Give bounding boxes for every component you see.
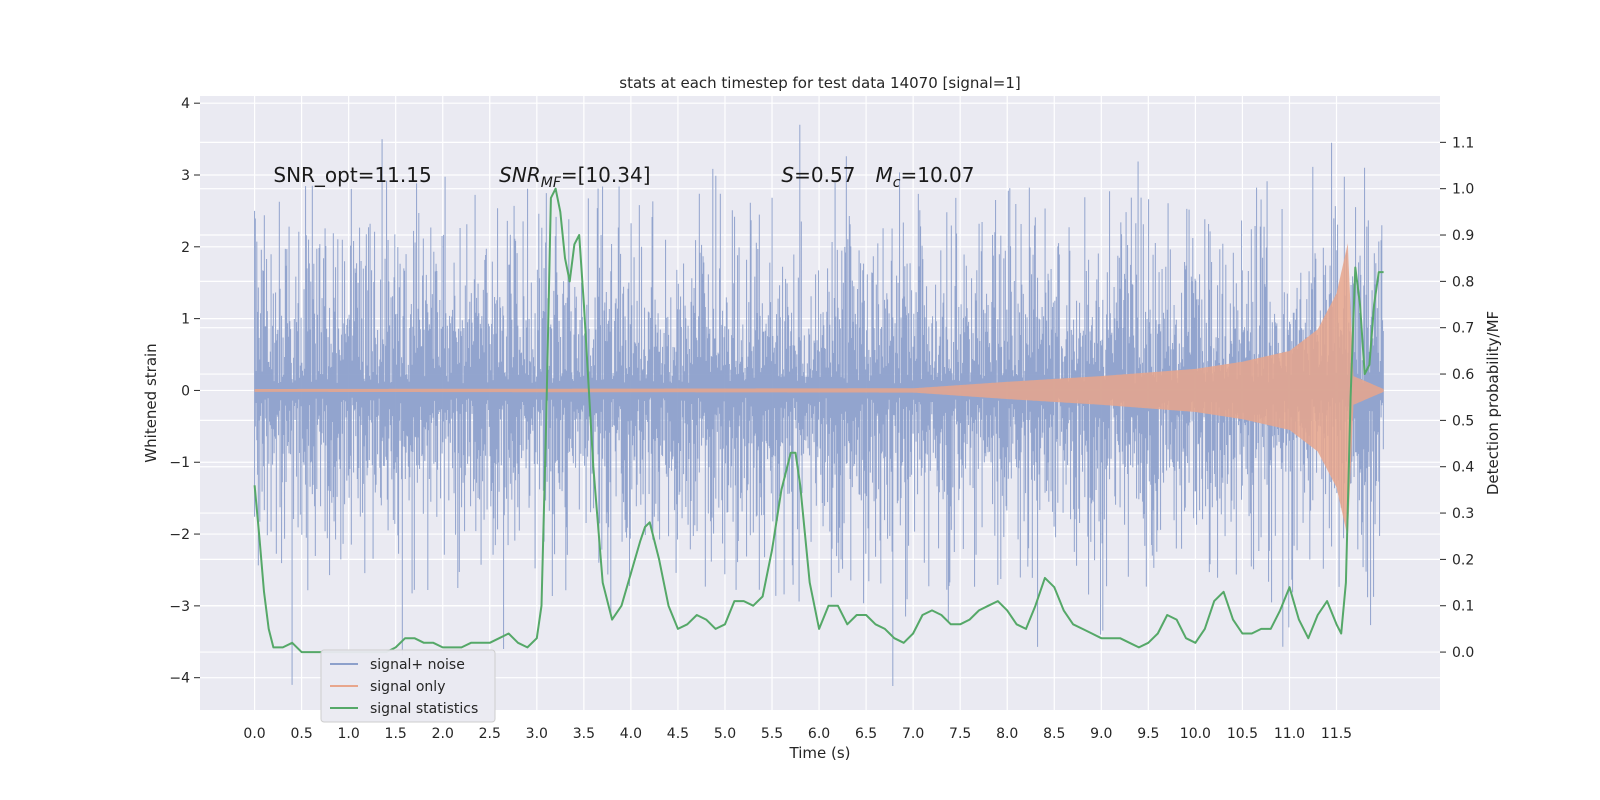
x-tick-label: 0.0 (243, 726, 265, 742)
right-y-tick-label: 0.2 (1452, 552, 1474, 568)
right-y-tick-label: 0.8 (1452, 274, 1474, 290)
right-y-tick-label: 1.1 (1452, 135, 1474, 151)
y-tick-label: −2 (169, 527, 190, 543)
x-tick-label: 4.0 (620, 726, 642, 742)
x-tick-label: 9.0 (1090, 726, 1112, 742)
signal-statistics-line (253, 187, 1384, 654)
right-y-tick-label: 0.7 (1452, 321, 1474, 337)
annotation-text: S=0.57 (781, 163, 855, 187)
legend: signal+ noise signal only signal statist… (320, 649, 496, 723)
x-tick-label: 6.5 (855, 726, 877, 742)
right-y-axis-label: Detection probability/MF (1484, 311, 1502, 495)
x-tick-label: 1.0 (338, 726, 360, 742)
x-tick-label: 6.0 (808, 726, 830, 742)
x-tick-label: 10.0 (1180, 726, 1211, 742)
right-y-axis-ticks: 0.0 0.1 0.2 0.3 0.4 0.5 0.6 0.7 0.8 0.9 1.0 1.1 (1440, 135, 1474, 661)
x-tick-label: 4.5 (667, 726, 689, 742)
y-axis-ticks: −4 −3 −2 −1 0 1 2 3 4 (169, 96, 200, 687)
y-tick-label: −1 (169, 455, 190, 471)
annotation-text: SNRMF=[10.34] (499, 163, 650, 191)
right-y-tick-label: 0.5 (1452, 413, 1474, 429)
x-tick-label: 11.5 (1321, 726, 1352, 742)
y-tick-label: 0 (181, 383, 190, 399)
x-tick-label: 7.5 (949, 726, 971, 742)
annotations: SNR_opt=11.15 SNRMF=[10.34] S=0.57 Mc=10.07 (273, 163, 974, 191)
right-y-tick-label: 0.1 (1452, 599, 1474, 615)
legend-label-signal-plus-noise: signal+ noise (370, 657, 465, 673)
x-tick-label: 8.5 (1043, 726, 1065, 742)
y-tick-label: −4 (169, 671, 190, 687)
right-y-tick-label: 0.6 (1452, 367, 1474, 383)
right-y-tick-label: 0.3 (1452, 506, 1474, 522)
right-y-tick-label: 0.4 (1452, 460, 1474, 476)
x-tick-label: 10.5 (1227, 726, 1258, 742)
legend-box (320, 649, 496, 723)
x-tick-label: 0.5 (290, 726, 312, 742)
x-axis-label: Time (s) (789, 744, 851, 762)
x-tick-label: 1.5 (385, 726, 407, 742)
y-tick-label: 4 (181, 96, 190, 112)
signal-only-series (254, 243, 1384, 538)
x-tick-label: 8.0 (996, 726, 1018, 742)
y-tick-label: −3 (169, 599, 190, 615)
right-y-tick-label: 1.0 (1452, 182, 1474, 198)
y-tick-label: 2 (181, 240, 190, 256)
chart-title: stats at each timestep for test data 140… (619, 74, 1020, 92)
x-tick-label: 2.0 (432, 726, 454, 742)
signal-statistics-series (253, 187, 1384, 654)
x-axis-ticks: 0.0 0.5 1.0 1.5 2.0 2.5 3.0 3.5 4.0 4.5 5.0 5.5 6.0 6… (243, 726, 1352, 742)
annotation-text: Mc=10.07 (876, 163, 975, 191)
x-tick-label: 2.5 (479, 726, 501, 742)
x-tick-label: 9.5 (1137, 726, 1159, 742)
x-tick-label: 3.5 (573, 726, 595, 742)
y-tick-label: 3 (181, 168, 190, 184)
legend-label-signal-only: signal only (370, 679, 445, 695)
right-y-tick-label: 0.9 (1452, 228, 1474, 244)
x-tick-label: 5.5 (761, 726, 783, 742)
annotation-text: SNR_opt=11.15 (273, 163, 431, 187)
x-tick-label: 11.0 (1274, 726, 1305, 742)
x-tick-label: 7.0 (902, 726, 924, 742)
y-axis-label: Whitened strain (142, 343, 160, 462)
x-tick-label: 3.0 (526, 726, 548, 742)
right-y-tick-label: 0.0 (1452, 645, 1474, 661)
legend-label-signal-statistics: signal statistics (370, 701, 478, 717)
y-tick-label: 1 (181, 312, 190, 328)
signal-only-trace (254, 243, 1384, 538)
x-tick-label: 5.0 (714, 726, 736, 742)
